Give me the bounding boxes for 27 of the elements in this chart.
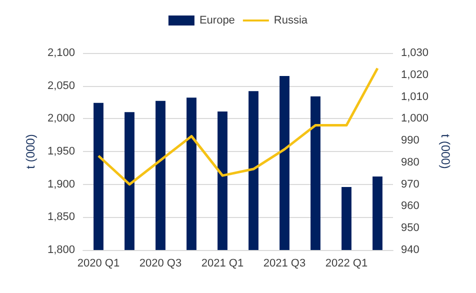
legend-label: Europe [199, 14, 235, 26]
y2-tick-label: 960 [401, 200, 420, 212]
legend-label: Russia [274, 14, 308, 26]
line-series [97, 67, 379, 186]
y2-tick-label: 950 [401, 222, 420, 234]
y-tick-label: 1,900 [47, 178, 75, 190]
x-tick-label: 2020 Q1 [77, 258, 120, 270]
x-tick-label: 2022 Q1 [325, 258, 368, 270]
x-tick-label: 2020 Q3 [139, 258, 182, 270]
y2-tick-label: 1,030 [401, 47, 429, 59]
y2-tick-label: 940 [401, 244, 420, 256]
y-tick-label: 1,950 [47, 146, 75, 158]
y2-tick-label: 970 [401, 178, 420, 190]
y-tick-label: 2,050 [47, 80, 75, 92]
y-tick-label: 2,000 [47, 112, 75, 125]
y2-tick-label: 1,000 [401, 112, 429, 125]
y-tick-label: 1,850 [47, 211, 75, 224]
y-tick-label: 1,800 [47, 244, 75, 256]
y-tick-label: 2,100 [47, 47, 75, 59]
y2-tick-label: 990 [401, 134, 420, 147]
y2-tick-label: 1,020 [401, 68, 429, 81]
y-axis-title: t (000) [24, 134, 38, 169]
y2-tick-label: 1,010 [401, 90, 429, 103]
y2-axis-title: t (000) [438, 134, 452, 169]
x-tick-label: 2021 Q3 [263, 258, 306, 270]
y2-tick-label: 980 [401, 156, 420, 168]
x-tick-label: 2021 Q1 [201, 258, 244, 270]
